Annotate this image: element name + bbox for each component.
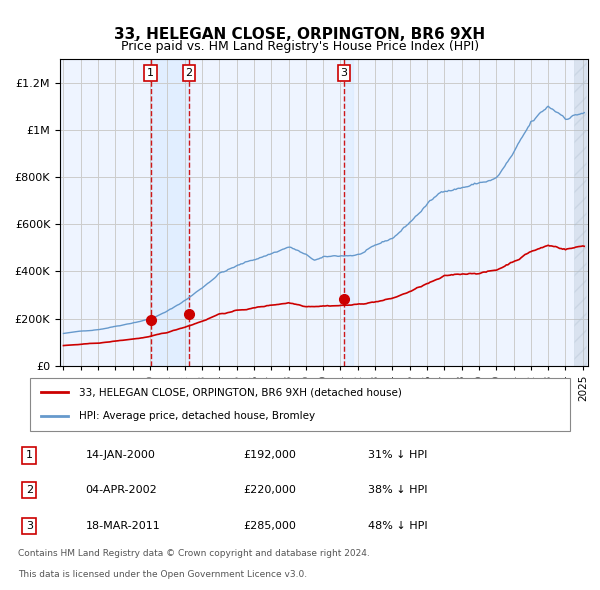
Bar (151, 59, 189, 366)
Bar (574, 59, 586, 366)
Text: 33, HELEGAN CLOSE, ORPINGTON, BR6 9XH: 33, HELEGAN CLOSE, ORPINGTON, BR6 9XH (115, 27, 485, 41)
Text: 04-APR-2002: 04-APR-2002 (86, 485, 157, 495)
Text: 1: 1 (26, 450, 33, 460)
Text: 18-MAR-2011: 18-MAR-2011 (86, 521, 160, 531)
Text: £285,000: £285,000 (244, 521, 296, 531)
Text: 31% ↓ HPI: 31% ↓ HPI (368, 450, 427, 460)
Text: 3: 3 (341, 68, 347, 78)
Text: £192,000: £192,000 (244, 450, 296, 460)
Text: This data is licensed under the Open Government Licence v3.0.: This data is licensed under the Open Gov… (18, 571, 307, 579)
Text: Price paid vs. HM Land Registry's House Price Index (HPI): Price paid vs. HM Land Registry's House … (121, 40, 479, 53)
Text: 2: 2 (185, 68, 193, 78)
Text: 38% ↓ HPI: 38% ↓ HPI (368, 485, 427, 495)
FancyBboxPatch shape (30, 378, 570, 431)
Text: 14-JAN-2000: 14-JAN-2000 (86, 450, 155, 460)
Text: Contains HM Land Registry data © Crown copyright and database right 2024.: Contains HM Land Registry data © Crown c… (18, 549, 370, 558)
Text: 1: 1 (147, 68, 154, 78)
Text: 2: 2 (26, 485, 33, 495)
Text: HPI: Average price, detached house, Bromley: HPI: Average price, detached house, Brom… (79, 411, 315, 421)
Text: 48% ↓ HPI: 48% ↓ HPI (368, 521, 427, 531)
Text: £220,000: £220,000 (244, 485, 296, 495)
Text: 3: 3 (26, 521, 33, 531)
Bar (344, 59, 353, 366)
Text: 33, HELEGAN CLOSE, ORPINGTON, BR6 9XH (detached house): 33, HELEGAN CLOSE, ORPINGTON, BR6 9XH (d… (79, 388, 401, 398)
